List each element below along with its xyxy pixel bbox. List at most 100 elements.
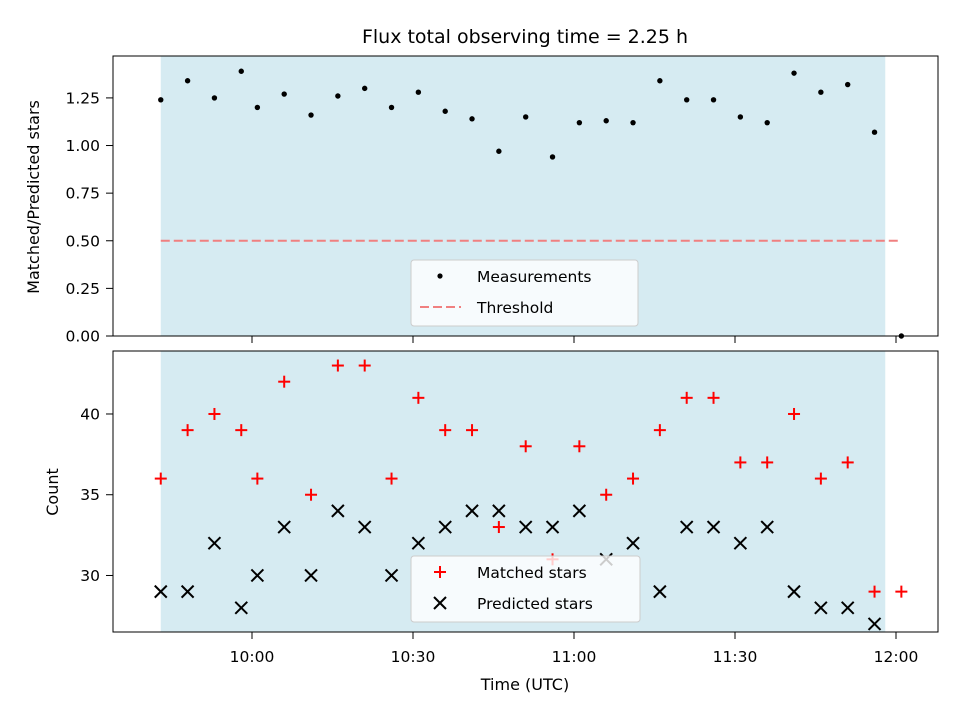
predicted-star-point xyxy=(760,520,774,534)
predicted-star-point xyxy=(304,568,318,583)
count-ytick-label: 30 xyxy=(80,567,100,585)
predicted-star-point xyxy=(465,504,479,518)
matched-star-point xyxy=(439,424,452,437)
measurement-point xyxy=(238,68,244,74)
matched-star-point xyxy=(761,456,774,469)
legend-threshold-label: Threshold xyxy=(476,299,553,317)
x-tick-label: 11:00 xyxy=(552,648,597,666)
matched-star-point xyxy=(600,488,613,501)
count-panel: 30 35 40 10:00 10:30 11:00 11:30 12:00 Count T… xyxy=(43,350,939,694)
ratio-ytick-label: 0.00 xyxy=(65,328,100,346)
ratio-ytick-label: 0.25 xyxy=(65,280,100,298)
measurement-point xyxy=(362,85,368,92)
measurement-point xyxy=(211,95,218,101)
count-plot-frame xyxy=(112,350,939,633)
measurement-point xyxy=(442,108,448,114)
count-ytick-label: 35 xyxy=(80,486,100,504)
matched-star-point xyxy=(492,521,505,534)
matched-star-point xyxy=(895,585,908,598)
ratio-plot-frame xyxy=(112,55,939,337)
predicted-star-point xyxy=(384,568,399,583)
matched-star-point xyxy=(385,472,398,485)
matched-star-point xyxy=(305,488,318,501)
matched-star-point xyxy=(627,472,640,485)
matched-star-point xyxy=(235,424,248,437)
measurement-point xyxy=(523,114,529,120)
measurement-point xyxy=(184,78,191,84)
predicted-star-point xyxy=(207,536,222,550)
chart-title: Flux total observing time = 2.25 h xyxy=(362,26,688,48)
measurement-point xyxy=(818,89,824,95)
predicted-star-point xyxy=(492,504,506,518)
measurement-point xyxy=(496,148,502,154)
matched-star-point xyxy=(331,359,344,372)
matched-star-point xyxy=(181,424,194,437)
matched-star-point xyxy=(814,472,827,485)
predicted-star-point xyxy=(706,520,721,534)
x-tick-label: 10:30 xyxy=(391,648,436,666)
legend-measurements-label: Measurements xyxy=(477,268,592,286)
count-ylabel: Count xyxy=(43,468,62,516)
measurement-point xyxy=(684,97,690,103)
predicted-star-point xyxy=(572,504,587,518)
predicted-star-point xyxy=(814,601,828,615)
measurement-point xyxy=(308,112,314,118)
predicted-star-point xyxy=(787,584,801,599)
count-legend: Matched stars Predicted stars xyxy=(410,555,641,623)
ratio-ytick-label: 0.75 xyxy=(65,185,100,203)
predicted-star-point xyxy=(518,520,533,534)
predicted-star-point xyxy=(840,601,855,615)
predicted-star-point xyxy=(331,504,345,518)
x-tick-label: 11:30 xyxy=(713,648,758,666)
predicted-star-point xyxy=(438,520,452,534)
matched-star-point xyxy=(154,472,167,485)
legend-matched-marker xyxy=(434,566,446,578)
predicted-star-point xyxy=(180,584,195,599)
ratio-legend-box xyxy=(410,259,639,327)
predicted-star-point xyxy=(154,584,168,599)
predicted-star-point xyxy=(679,520,694,534)
matched-star-point xyxy=(519,440,532,453)
measurement-point xyxy=(281,91,287,97)
ratio-panel: 0.00 0.25 0.50 0.75 1.00 1.25 Matched/Predict… xyxy=(24,55,939,346)
measurement-point xyxy=(415,89,422,95)
matched-star-point xyxy=(208,407,221,420)
matched-star-point xyxy=(680,391,693,404)
measurement-point xyxy=(469,116,475,122)
ratio-ytick-label: 0.50 xyxy=(65,232,100,250)
matched-star-point xyxy=(466,424,479,437)
ratio-ylabel: Matched/Predicted stars xyxy=(24,100,43,294)
legend-measurements-marker xyxy=(437,273,443,279)
measurement-point xyxy=(388,104,395,111)
predicted-star-point xyxy=(545,520,560,534)
predicted-star-point xyxy=(234,601,248,615)
measurement-point xyxy=(791,70,797,76)
measurement-point xyxy=(549,154,556,160)
measurement-point xyxy=(254,104,261,111)
measurement-point xyxy=(576,119,583,126)
matched-star-point xyxy=(412,391,425,404)
count-ytick-label: 40 xyxy=(80,405,100,423)
measurement-point xyxy=(737,114,744,120)
matched-star-point xyxy=(734,456,747,469)
legend-predicted-marker xyxy=(433,596,447,610)
measurement-point xyxy=(335,93,341,99)
ratio-ytick-label: 1.00 xyxy=(65,137,100,155)
matched-star-point xyxy=(278,375,291,388)
matched-star-point xyxy=(653,424,666,437)
x-tick-label: 10:00 xyxy=(230,648,275,666)
measurement-point xyxy=(845,81,851,88)
measurement-point xyxy=(871,129,878,135)
matched-star-point xyxy=(251,472,264,485)
measurement-point xyxy=(630,119,636,126)
matched-star-point xyxy=(358,359,371,372)
matched-star-point xyxy=(868,585,881,598)
predicted-star-point xyxy=(626,536,640,550)
matched-star-point xyxy=(573,440,586,453)
matched-star-point xyxy=(841,456,854,469)
x-tick-label: 12:00 xyxy=(874,648,919,666)
predicted-star-point xyxy=(733,536,748,550)
measurement-point xyxy=(603,118,609,124)
matched-star-point xyxy=(707,391,720,404)
